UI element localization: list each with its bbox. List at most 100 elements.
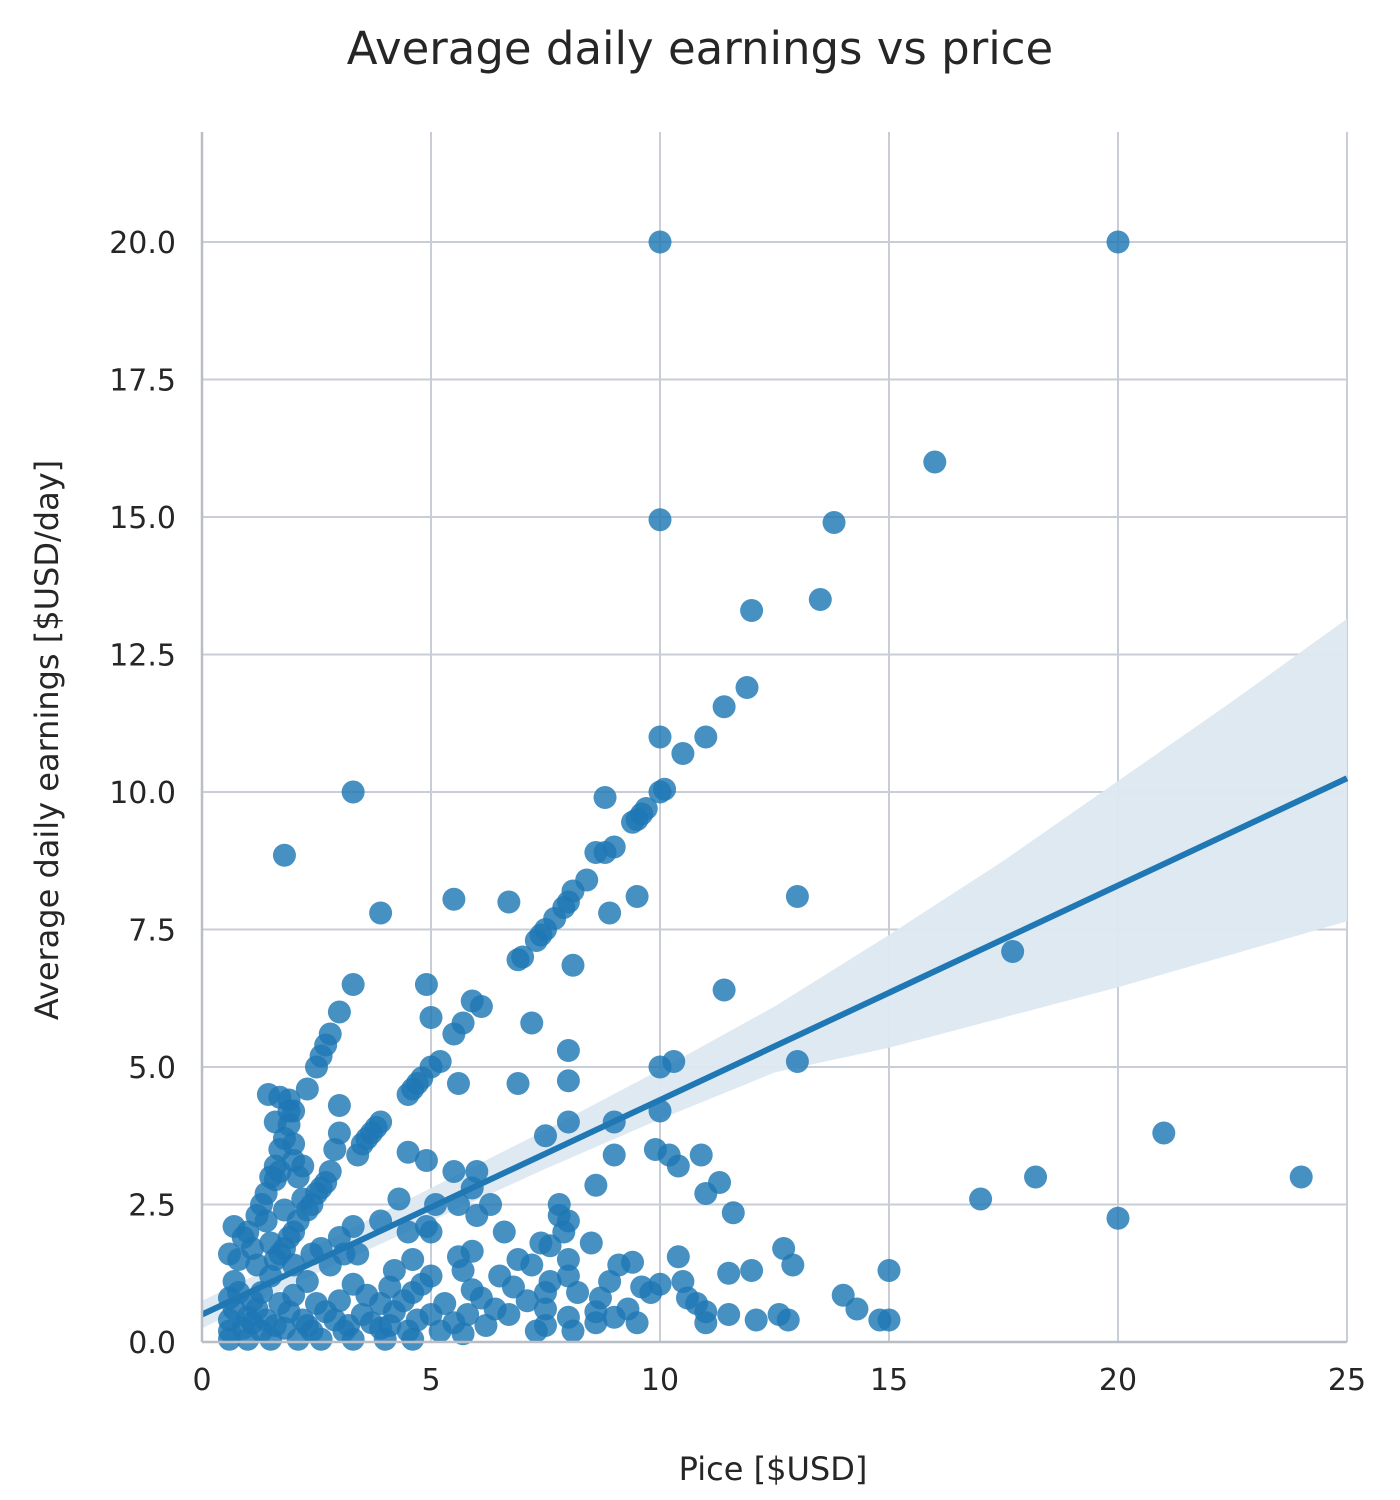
data-point-32 xyxy=(598,901,622,925)
y-tick-label-1: 2.5 xyxy=(128,1189,176,1224)
data-point-98 xyxy=(666,1154,690,1178)
data-point-7 xyxy=(735,676,759,699)
data-point-270 xyxy=(254,1209,278,1233)
data-point-182 xyxy=(566,1281,590,1304)
data-point-181 xyxy=(534,1281,557,1304)
data-point-155 xyxy=(666,1245,690,1269)
x-axis-label: Pice [$USD] xyxy=(679,1450,868,1488)
y-tick-label-0: 0.0 xyxy=(128,1326,176,1361)
data-point-9 xyxy=(648,725,672,749)
data-point-0 xyxy=(648,230,672,254)
data-point-236 xyxy=(584,1311,608,1335)
data-point-132 xyxy=(492,1220,516,1244)
x-tick-label-0: 0 xyxy=(192,1363,211,1398)
data-point-33 xyxy=(369,901,393,925)
data-point-152 xyxy=(520,1253,544,1277)
data-point-265 xyxy=(259,1231,283,1255)
x-tick-label-2: 10 xyxy=(641,1363,679,1398)
data-points xyxy=(217,230,1313,1351)
data-point-51 xyxy=(520,1011,544,1035)
data-point-4 xyxy=(822,511,846,534)
data-point-276 xyxy=(318,1160,342,1183)
data-point-1 xyxy=(1106,230,1130,254)
data-point-42 xyxy=(341,973,365,996)
data-point-249 xyxy=(524,1319,548,1343)
x-tick-label-1: 5 xyxy=(421,1363,440,1398)
data-point-223 xyxy=(776,1308,800,1332)
y-tick-labels: 0.0 2.5 5.0 7.5 10.0 12.5 15.0 17.5 20.0 xyxy=(109,226,176,1361)
data-point-68 xyxy=(556,1069,580,1093)
data-point-59 xyxy=(648,1055,672,1079)
data-point-87 xyxy=(346,1143,370,1167)
data-point-6 xyxy=(740,599,764,622)
data-point-259 xyxy=(240,1311,264,1335)
data-point-40 xyxy=(506,948,530,972)
data-point-283 xyxy=(1152,1121,1176,1145)
y-tick-label-5: 12.5 xyxy=(109,639,176,674)
data-point-119 xyxy=(465,1204,489,1227)
data-point-43 xyxy=(414,973,438,996)
data-point-282 xyxy=(1106,1206,1130,1230)
data-point-247 xyxy=(428,1319,452,1343)
data-point-49 xyxy=(419,1006,443,1029)
data-point-48 xyxy=(451,1011,475,1035)
data-point-44 xyxy=(712,978,736,1002)
data-point-56 xyxy=(556,1039,580,1062)
data-point-11 xyxy=(671,742,695,765)
x-tick-labels: 0 5 10 15 20 25 xyxy=(192,1363,1366,1398)
data-point-58 xyxy=(785,1050,809,1073)
data-point-55 xyxy=(305,1055,328,1079)
data-point-272 xyxy=(291,1187,315,1211)
data-point-262 xyxy=(337,1314,361,1337)
data-point-234 xyxy=(474,1314,498,1337)
data-point-284 xyxy=(1289,1165,1313,1189)
data-point-271 xyxy=(272,1198,296,1222)
data-point-69 xyxy=(295,1077,319,1101)
data-point-248 xyxy=(451,1322,475,1346)
regression-line xyxy=(200,775,1349,1318)
data-point-5 xyxy=(808,588,832,611)
data-point-263 xyxy=(378,1314,402,1337)
data-point-141 xyxy=(538,1234,562,1258)
data-point-157 xyxy=(781,1253,805,1277)
data-point-258 xyxy=(401,1327,425,1351)
data-point-127 xyxy=(419,1220,443,1244)
data-point-221 xyxy=(602,1305,626,1329)
data-point-279 xyxy=(277,1099,301,1123)
data-point-139 xyxy=(579,1231,603,1255)
regression-line-group xyxy=(200,775,1349,1318)
data-point-250 xyxy=(561,1319,585,1343)
data-point-14 xyxy=(648,780,672,804)
data-point-41 xyxy=(561,953,585,977)
data-point-192 xyxy=(515,1289,539,1313)
data-point-147 xyxy=(346,1242,370,1266)
data-point-19 xyxy=(621,810,645,834)
data-point-150 xyxy=(460,1239,484,1263)
data-point-160 xyxy=(740,1259,764,1282)
data-point-96 xyxy=(414,1149,438,1172)
data-point-134 xyxy=(396,1220,420,1244)
data-point-50 xyxy=(327,1000,351,1024)
data-point-80 xyxy=(556,1110,580,1134)
data-point-148 xyxy=(401,1248,425,1271)
data-point-278 xyxy=(282,1132,306,1156)
data-point-97 xyxy=(442,1160,466,1183)
data-point-2 xyxy=(923,450,947,474)
data-point-225 xyxy=(877,1308,901,1332)
data-point-158 xyxy=(877,1259,901,1282)
data-point-280 xyxy=(969,1187,993,1211)
chart-title: Average daily earnings vs price xyxy=(346,22,1054,75)
data-point-94 xyxy=(689,1143,713,1167)
data-point-65 xyxy=(396,1083,420,1106)
data-point-28 xyxy=(625,885,649,908)
y-tick-label-8: 20.0 xyxy=(109,226,176,261)
data-point-114 xyxy=(387,1187,411,1211)
y-tick-label-2: 5.0 xyxy=(128,1051,176,1086)
x-tick-label-5: 25 xyxy=(1328,1363,1366,1398)
data-point-153 xyxy=(556,1248,580,1271)
data-point-237 xyxy=(625,1311,649,1335)
data-point-238 xyxy=(694,1311,718,1335)
y-tick-label-3: 7.5 xyxy=(128,914,176,949)
data-point-37 xyxy=(524,929,548,952)
